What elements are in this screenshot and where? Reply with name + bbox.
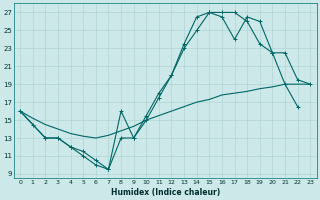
X-axis label: Humidex (Indice chaleur): Humidex (Indice chaleur): [111, 188, 220, 197]
